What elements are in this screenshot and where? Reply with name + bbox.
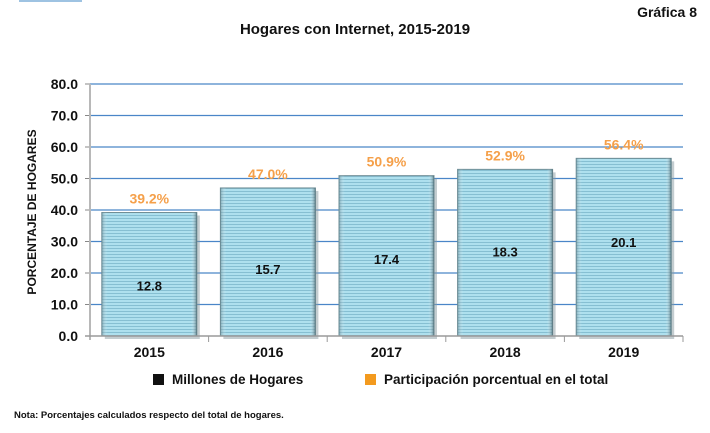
- y-axis-label: PORCENTAJE DE HOGARES: [25, 129, 39, 294]
- y-tick-label: 80.0: [51, 76, 78, 92]
- millions-label: 15.7: [255, 262, 280, 277]
- bar-bevel: [457, 169, 553, 336]
- chart-title: Hogares con Internet, 2015-2019: [239, 21, 471, 38]
- millions-label: 12.8: [137, 278, 162, 293]
- x-tick-label: 2016: [252, 344, 283, 360]
- legend-label-percent: Participación porcentual en el total: [384, 372, 609, 387]
- percent-label: 47.0%: [248, 166, 288, 182]
- millions-label: 17.4: [374, 252, 400, 267]
- legend-swatch-millions: [153, 374, 164, 385]
- x-tick-label: 2019: [608, 344, 639, 360]
- x-tick-label: 2017: [371, 344, 402, 360]
- bar-bevel: [576, 158, 672, 336]
- legend-swatch-percent: [365, 374, 376, 385]
- figure-number: Gráfica 8: [637, 4, 697, 20]
- top-decorative-bar: [19, 0, 82, 2]
- bar-bevel: [339, 175, 434, 336]
- percent-label: 56.4%: [604, 136, 644, 152]
- legend-item-percent: Participación porcentual en el total: [365, 372, 608, 387]
- legend-item-millions: Millones de Hogares: [153, 372, 303, 387]
- x-tick-label: 2015: [134, 344, 165, 360]
- legend-label-millions: Millones de Hogares: [172, 372, 304, 387]
- percent-label: 39.2%: [129, 191, 169, 207]
- y-tick-label: 40.0: [51, 202, 78, 218]
- y-tick-label: 30.0: [51, 234, 78, 250]
- y-tick-label: 60.0: [51, 139, 78, 155]
- y-tick-label: 70.0: [51, 108, 78, 124]
- footnote: Nota: Porcentajes calculados respecto de…: [14, 410, 284, 421]
- bar-bevel: [220, 187, 316, 336]
- y-tick-label: 0.0: [59, 328, 79, 344]
- millions-label: 20.1: [611, 235, 636, 250]
- percent-label: 50.9%: [367, 154, 407, 170]
- x-tick-label: 2018: [490, 344, 521, 360]
- percent-label: 52.9%: [485, 147, 525, 163]
- millions-label: 18.3: [492, 245, 517, 260]
- y-tick-label: 50.0: [51, 171, 78, 187]
- bar-bevel: [101, 212, 197, 336]
- y-tick-label: 10.0: [51, 297, 78, 313]
- y-tick-label: 20.0: [51, 265, 78, 281]
